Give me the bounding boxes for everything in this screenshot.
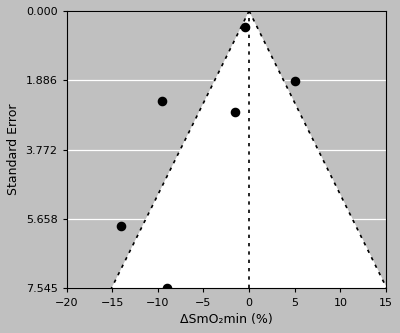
X-axis label: ΔSmO₂min (%): ΔSmO₂min (%): [180, 313, 273, 326]
Point: [232, 110, 239, 115]
Polygon shape: [249, 11, 387, 288]
Point: [241, 25, 248, 30]
Point: [164, 285, 170, 290]
Point: [159, 98, 166, 104]
Polygon shape: [66, 11, 249, 288]
Point: [292, 78, 298, 84]
Point: [118, 223, 124, 229]
Y-axis label: Standard Error: Standard Error: [7, 104, 20, 195]
